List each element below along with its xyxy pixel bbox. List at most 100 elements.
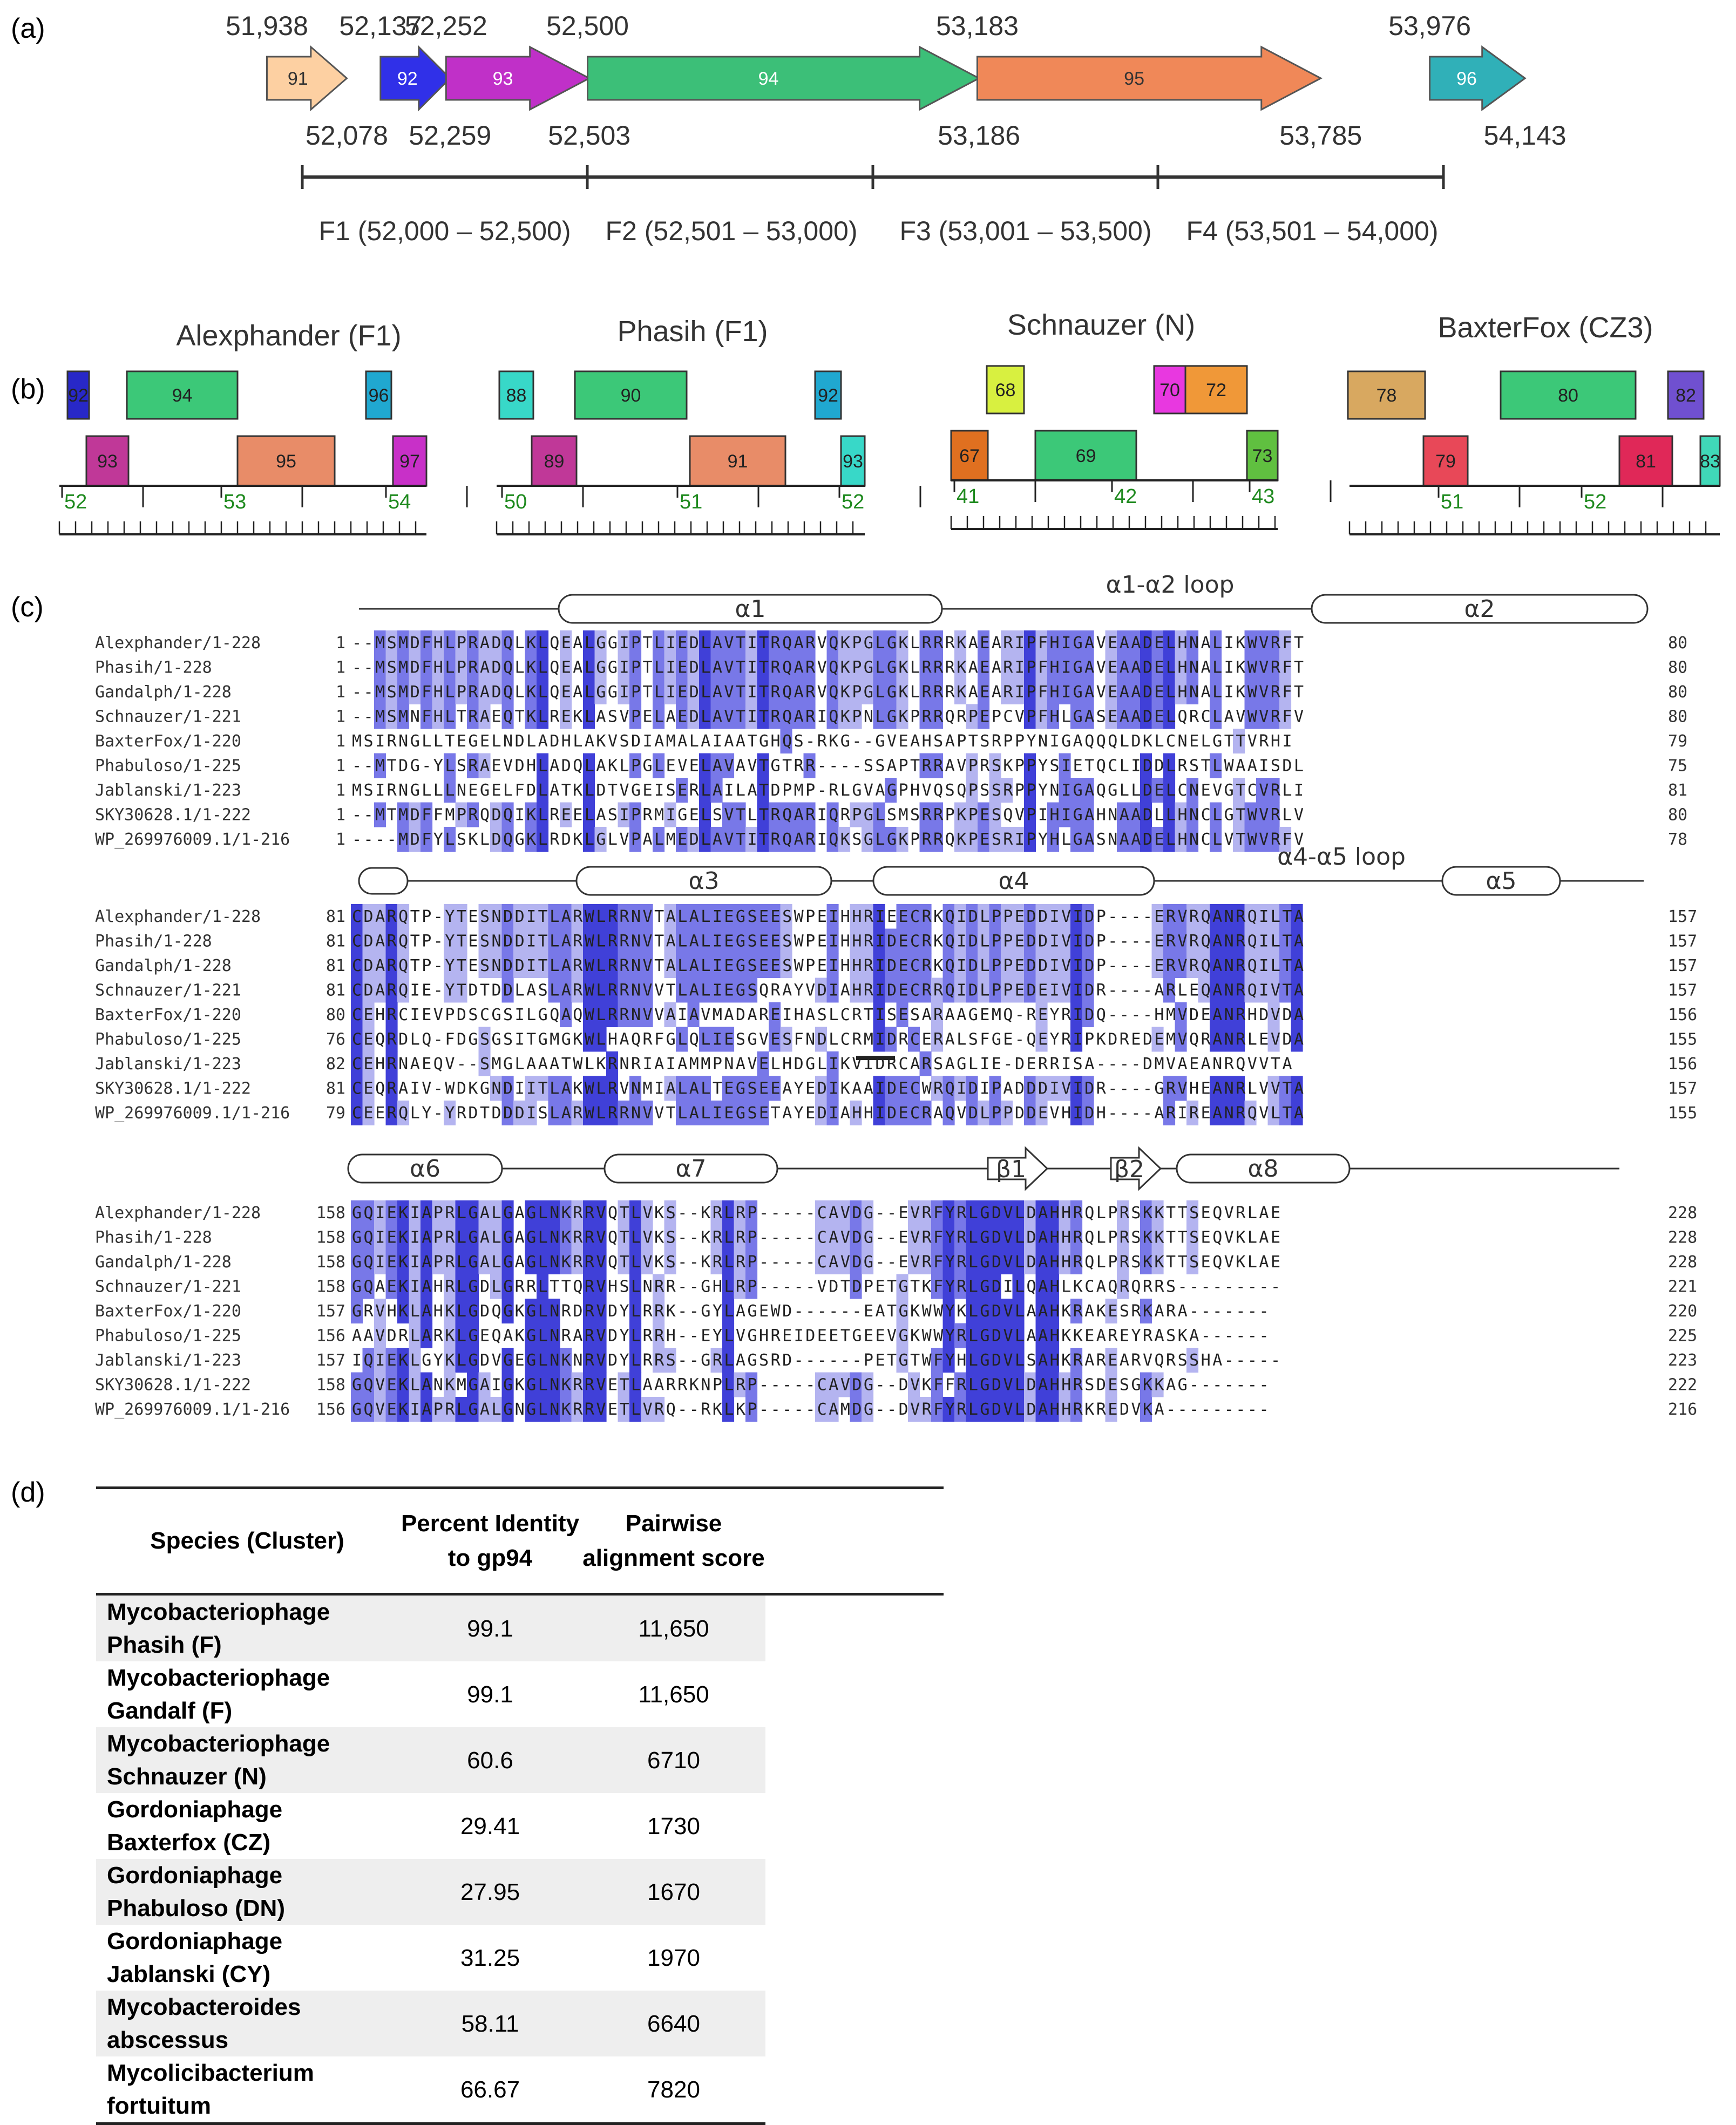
residue-cell bbox=[978, 928, 990, 954]
residue-cell bbox=[1035, 1200, 1048, 1225]
residue-cell bbox=[769, 1002, 781, 1027]
residue-cell bbox=[1070, 1101, 1083, 1125]
table-row: Mycolicibacterium fortuitum 66.67 7820 bbox=[96, 2056, 944, 2125]
residue-cell bbox=[710, 1200, 723, 1225]
residue-cell bbox=[594, 680, 607, 704]
residue-cell bbox=[942, 1101, 955, 1125]
residue-cell bbox=[594, 1348, 607, 1373]
residue-cell bbox=[501, 1372, 514, 1397]
residue-cell bbox=[1105, 704, 1117, 729]
residue-cell bbox=[1233, 802, 1245, 827]
residue-cell bbox=[385, 1101, 398, 1125]
residue-cell bbox=[966, 753, 978, 778]
residue-cell bbox=[1233, 1027, 1245, 1052]
residue-cell bbox=[1024, 704, 1036, 729]
residue-cell bbox=[722, 1225, 735, 1250]
residue-cell bbox=[1267, 680, 1280, 704]
residue-cell bbox=[478, 1225, 491, 1250]
residue-cell bbox=[1070, 953, 1083, 978]
gene-label-91: 91 bbox=[288, 69, 308, 89]
residue-cell bbox=[919, 904, 932, 929]
residue-cell bbox=[1233, 953, 1245, 978]
residue-cell bbox=[421, 1299, 433, 1323]
residue-cell bbox=[850, 977, 862, 1003]
residue-cell bbox=[710, 1225, 723, 1250]
residue-cell bbox=[1012, 827, 1025, 852]
residue-cell bbox=[409, 827, 421, 852]
alignment-row: Phabuloso/1-225 76 CEQRDLQ-FDGSGSITGMGKWLH… bbox=[95, 1027, 1697, 1052]
sequence-end: 221 bbox=[1668, 1278, 1697, 1296]
residue-cell bbox=[687, 1002, 700, 1027]
sequence-end: 80 bbox=[1668, 683, 1687, 702]
residue-cell bbox=[1024, 630, 1036, 655]
residue-cell bbox=[1059, 630, 1071, 655]
residue-cell bbox=[931, 1274, 944, 1299]
residue-cell bbox=[1140, 1299, 1152, 1323]
residue-cell bbox=[1291, 1076, 1303, 1101]
residue-cell bbox=[896, 704, 908, 729]
residue-cell bbox=[571, 1372, 584, 1397]
residue-cell bbox=[769, 827, 781, 852]
residue-cell bbox=[1070, 827, 1083, 852]
residue-cell bbox=[1105, 655, 1117, 680]
residue-cell bbox=[1001, 1397, 1013, 1422]
residue-cell bbox=[942, 977, 955, 1003]
residue-cell bbox=[548, 1200, 560, 1225]
residue-cell bbox=[803, 630, 816, 655]
residue-cell bbox=[838, 704, 851, 729]
residue-cell bbox=[745, 827, 758, 852]
residue-cell bbox=[618, 1002, 630, 1027]
sequence-start: 156 bbox=[316, 1327, 345, 1346]
residue-cell bbox=[432, 1225, 444, 1250]
residue-cell bbox=[537, 953, 549, 978]
residue-cell bbox=[989, 1348, 1001, 1373]
sequence-residues: GQVEKLANKMGAIGKGLNKRRVETLAARRKNPLRP-----… bbox=[352, 1376, 1269, 1395]
residue-cell bbox=[1047, 904, 1060, 929]
residue-cell bbox=[1151, 655, 1164, 680]
residue-cell bbox=[1128, 680, 1141, 704]
residue-cell bbox=[1001, 778, 1013, 803]
residue-cell bbox=[966, 1323, 978, 1348]
gene-label-93: 93 bbox=[493, 69, 513, 89]
residue-cell bbox=[421, 630, 433, 655]
cell-identity: 60.6 bbox=[398, 1727, 582, 1793]
residue-cell bbox=[490, 904, 503, 929]
residue-cell bbox=[1186, 928, 1199, 954]
residue-cell bbox=[525, 1250, 537, 1274]
residue-cell bbox=[397, 630, 410, 655]
residue-cell bbox=[734, 904, 746, 929]
residue-cell bbox=[1012, 977, 1025, 1003]
residue-cell bbox=[455, 1225, 467, 1250]
residue-cell bbox=[966, 1101, 978, 1125]
residue-cell bbox=[1186, 1200, 1199, 1225]
residue-cell bbox=[989, 1274, 1001, 1299]
residue-cell bbox=[501, 1250, 514, 1274]
table-row: Mycobacteriophage Gandalf (F) 99.1 11,650 bbox=[96, 1661, 944, 1727]
residue-cell bbox=[1001, 630, 1013, 655]
residue-cell bbox=[745, 953, 758, 978]
residue-cell bbox=[525, 1372, 537, 1397]
residue-cell bbox=[455, 1274, 467, 1299]
gene-box-79 bbox=[1422, 435, 1469, 487]
sequence-residues: CEQRDLQ-FDGSGSITGMGKWLHAQRFGLQLIESGVESFN… bbox=[352, 1030, 1304, 1049]
residue-cell bbox=[1012, 1299, 1025, 1323]
cell-score: 1730 bbox=[647, 1812, 700, 1839]
gene-box-label-83: 83 bbox=[1700, 451, 1720, 472]
residue-cell bbox=[444, 680, 456, 704]
residue-cell bbox=[1059, 1225, 1071, 1250]
residue-cell bbox=[385, 1051, 398, 1076]
cell-spacer bbox=[765, 1727, 944, 1793]
residue-cell bbox=[1012, 1274, 1025, 1299]
sequence-end: 155 bbox=[1668, 1030, 1697, 1049]
alignment-row: Gandalph/1-228 81 CDARQTP-YTESNDDITLARWLRR… bbox=[95, 953, 1697, 978]
residue-cell bbox=[1059, 753, 1071, 778]
residue-cell bbox=[908, 1372, 920, 1397]
residue-cell bbox=[560, 1076, 572, 1101]
residue-cell bbox=[826, 928, 839, 954]
residue-cell bbox=[942, 1323, 955, 1348]
figure-canvas: (a) (b) (c) (d) 9151,93852,0789252,13752… bbox=[11, 11, 1721, 1508]
residue-cell bbox=[919, 1250, 932, 1274]
residue-cell bbox=[908, 1250, 920, 1274]
residue-cell bbox=[745, 704, 758, 729]
residue-cell bbox=[862, 802, 874, 827]
